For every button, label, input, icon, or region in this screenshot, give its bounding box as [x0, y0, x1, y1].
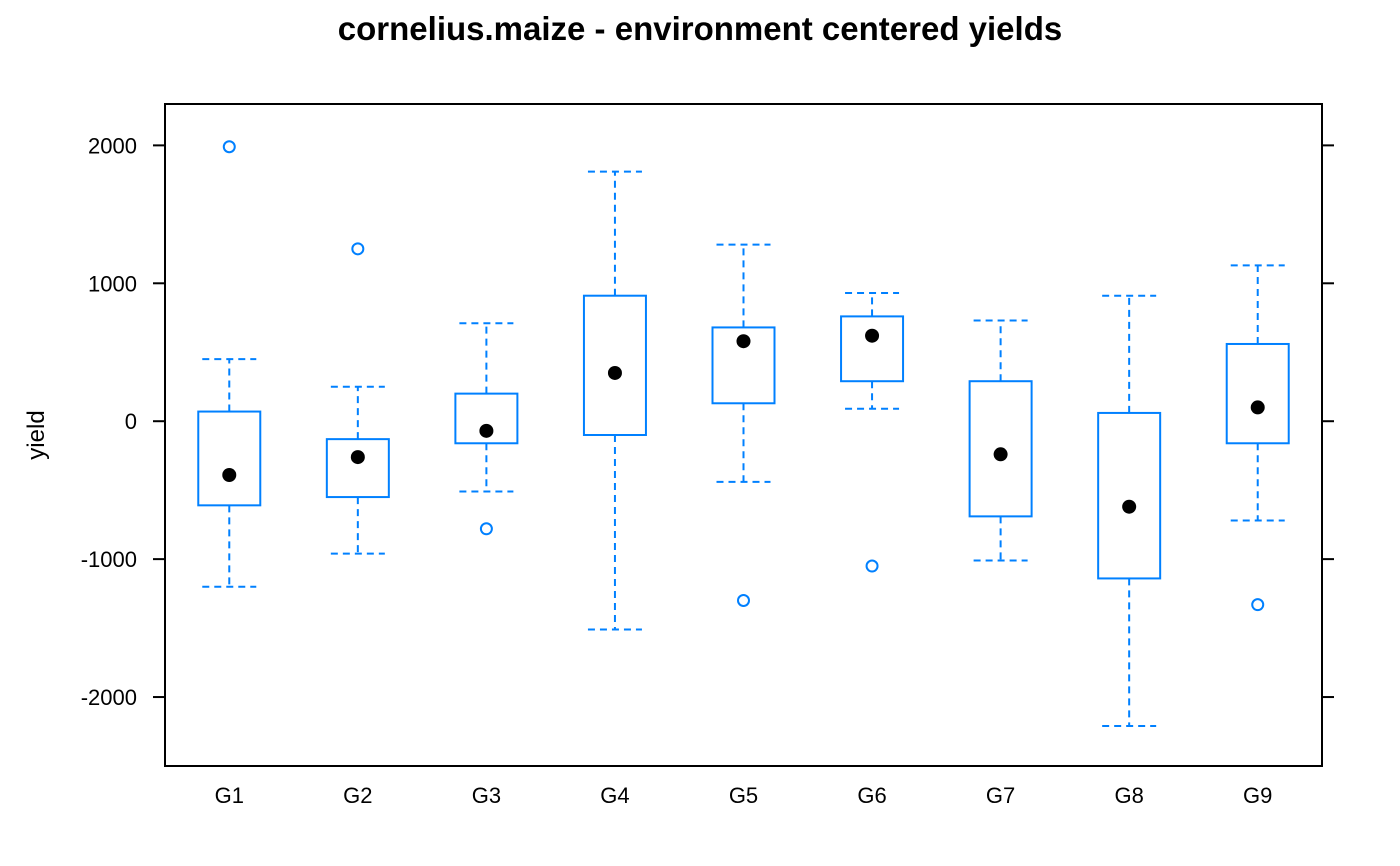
- median-dot: [222, 467, 237, 482]
- box-g6: [840, 291, 905, 573]
- box-rect: [582, 294, 647, 436]
- y-tick-label: -1000: [81, 547, 137, 572]
- box-rect: [840, 315, 905, 383]
- median-dot: [479, 423, 494, 438]
- box-g9: [1225, 264, 1290, 612]
- x-tick-label: G9: [1243, 783, 1272, 808]
- y-tick-label: 2000: [88, 133, 137, 158]
- boxes-layer: [197, 140, 1290, 728]
- box-g2: [325, 242, 390, 555]
- median-dot: [350, 450, 365, 465]
- y-tick-label: -2000: [81, 685, 137, 710]
- x-tick-label: G3: [472, 783, 501, 808]
- box-rect: [325, 438, 390, 499]
- median-dot: [865, 328, 880, 343]
- x-tick-label: G8: [1114, 783, 1143, 808]
- outlier-point: [351, 242, 365, 256]
- outlier-point: [479, 522, 493, 536]
- box-rect: [197, 410, 262, 507]
- box-rect: [1225, 342, 1290, 445]
- y-tick-label: 1000: [88, 271, 137, 296]
- y-tick-label: 0: [125, 409, 137, 434]
- box-g3: [454, 322, 519, 536]
- plot-frame: [164, 103, 1323, 767]
- median-dot: [1250, 400, 1265, 415]
- median-dot: [736, 334, 751, 349]
- y-axis-left: -2000 -1000 0 1000 2000: [81, 133, 165, 710]
- chart-title: cornelius.maize - environment centered y…: [337, 10, 1063, 47]
- box-rect: [454, 392, 519, 445]
- box-g8: [1097, 294, 1162, 728]
- box-rect: [711, 326, 776, 405]
- outlier-point: [1251, 598, 1265, 612]
- box-rect: [1097, 411, 1162, 580]
- median-dot: [1122, 499, 1137, 514]
- median-dot: [607, 365, 622, 380]
- box-g7: [968, 319, 1033, 562]
- x-tick-label: G6: [857, 783, 886, 808]
- outlier-point: [222, 140, 236, 154]
- x-tick-label: G4: [600, 783, 629, 808]
- box-g4: [582, 170, 647, 631]
- y-axis-title: yield: [23, 410, 50, 459]
- x-tick-label: G1: [215, 783, 244, 808]
- x-tick-label: G5: [729, 783, 758, 808]
- outlier-point: [865, 559, 879, 573]
- box-g5: [711, 243, 776, 607]
- x-tick-label: G2: [343, 783, 372, 808]
- x-axis: G1 G2 G3 G4 G5 G6 G7 G8 G9: [215, 783, 1273, 808]
- outlier-point: [737, 594, 750, 607]
- box-rect: [968, 380, 1033, 518]
- y-axis-right: [1322, 144, 1334, 699]
- x-tick-label: G7: [986, 783, 1015, 808]
- box-g1: [197, 140, 262, 588]
- median-dot: [993, 447, 1008, 462]
